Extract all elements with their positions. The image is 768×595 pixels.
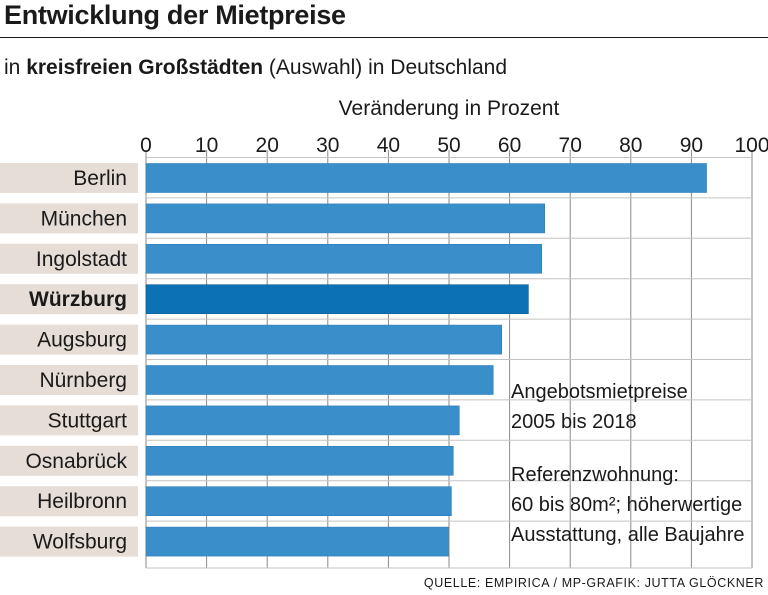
x-tick-label: 60: [498, 134, 521, 157]
category-label: Wolfsburg: [33, 531, 127, 554]
x-tick-label: 10: [195, 134, 218, 157]
category-label-bg: [0, 365, 138, 395]
note-line-4: 60 bis 80m²; höherwertige: [511, 494, 743, 516]
category-label-bg: [0, 486, 138, 517]
bar: [145, 244, 543, 274]
x-tick-label: 20: [256, 134, 279, 157]
category-label: Berlin: [73, 167, 127, 190]
bar: [145, 324, 503, 355]
source-credit: QUELLE: EMPIRICA / MP-GRAFIK: JUTTA GLÖC…: [423, 576, 764, 590]
note-line-5: Ausstattung, alle Baujahre: [511, 524, 745, 546]
bar: [145, 365, 494, 395]
x-axis-label: Veränderung in Prozent: [338, 97, 560, 120]
category-label-bg: [0, 526, 138, 557]
note-line-3: Referenzwohnung:: [511, 464, 679, 486]
category-label-bg: [0, 405, 138, 436]
chart-subtitle: in kreisfreien Großstädten (Auswahl) in …: [4, 56, 507, 80]
bar: [145, 526, 449, 557]
category-label-bg: [0, 324, 138, 355]
x-tick-label: 80: [619, 134, 642, 157]
category-label-bg: [0, 284, 138, 315]
category-label: Osnabrück: [25, 450, 127, 473]
subtitle-bold: kreisfreien Großstädten: [26, 56, 264, 79]
note-line-2: 2005 bis 2018: [511, 411, 637, 433]
category-label: Nürnberg: [39, 369, 127, 392]
bar: [145, 163, 707, 193]
category-label-bg: [0, 203, 138, 234]
category-label: Würzburg: [29, 288, 127, 311]
x-tick-label: 0: [140, 134, 152, 157]
x-tick-label: 100: [734, 134, 768, 157]
category-label: Augsburg: [37, 329, 127, 352]
x-tick-label: 50: [437, 134, 460, 157]
subtitle-prefix: in: [4, 56, 27, 79]
x-tick-label: 70: [559, 134, 582, 157]
bar: [145, 284, 529, 315]
bar: [145, 203, 546, 234]
x-tick-label: 30: [316, 134, 339, 157]
category-label-bg: [0, 243, 138, 274]
category-label-bg: [0, 163, 138, 193]
category-label: Heilbronn: [37, 490, 127, 513]
x-tick-label: 90: [680, 134, 703, 157]
bar: [145, 486, 452, 517]
category-label: München: [41, 207, 127, 230]
note-line-1: Angebotsmietpreise: [511, 381, 688, 403]
category-label: Ingolstadt: [36, 248, 127, 271]
bar: [145, 405, 460, 436]
category-label-bg: [0, 445, 138, 476]
category-label: Stuttgart: [48, 409, 128, 432]
bar: [145, 445, 454, 476]
subtitle-suffix: (Auswahl) in Deutschland: [263, 56, 508, 79]
x-tick-label: 40: [377, 134, 400, 157]
title-divider: [0, 37, 768, 38]
chart-title: Entwicklung der Mietpreise: [4, 0, 346, 30]
